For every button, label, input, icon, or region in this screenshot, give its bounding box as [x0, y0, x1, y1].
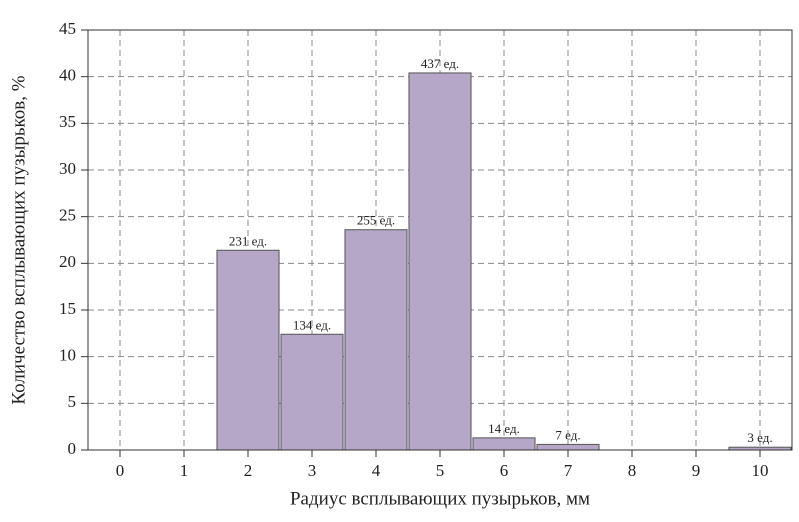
bar-label: 134 ед. [293, 317, 331, 332]
y-tick-label: 25 [59, 206, 76, 225]
y-tick-label: 35 [59, 112, 76, 131]
y-axis-title: Количество всплывающих пузырьков, % [8, 75, 29, 404]
bar-label: 255 ед. [357, 213, 395, 228]
x-tick-label: 4 [372, 461, 381, 480]
x-axis-title: Радиус всплывающих пузырьков, мм [290, 488, 590, 509]
bar [472, 437, 536, 451]
x-tick-label: 0 [116, 461, 125, 480]
y-tick-label: 0 [68, 439, 77, 458]
x-tick-label: 3 [308, 461, 317, 480]
y-tick-label: 40 [59, 66, 76, 85]
bar [216, 249, 280, 451]
x-tick-label: 1 [180, 461, 189, 480]
y-tick-label: 5 [68, 392, 77, 411]
bar [536, 443, 600, 451]
bar [344, 229, 408, 451]
x-tick-label: 9 [692, 461, 701, 480]
bar-label: 7 ед. [555, 427, 580, 442]
bar-label: 14 ед. [488, 421, 520, 436]
x-tick-label: 6 [500, 461, 509, 480]
y-tick-label: 20 [59, 252, 76, 271]
y-tick-label: 30 [59, 159, 76, 178]
bar-label: 3 ед. [747, 430, 772, 445]
x-tick-label: 5 [436, 461, 445, 480]
x-tick-label: 8 [628, 461, 637, 480]
bar-label: 437 ед. [421, 56, 459, 71]
bar [408, 72, 472, 451]
y-tick-label: 15 [59, 299, 76, 318]
x-tick-label: 2 [244, 461, 253, 480]
plot-frame [87, 29, 793, 451]
x-tick-label: 7 [564, 461, 573, 480]
y-tick-label: 45 [59, 19, 76, 38]
bar-label: 231 ед. [229, 233, 267, 248]
bar [280, 333, 344, 451]
x-tick-label: 10 [752, 461, 769, 480]
y-tick-label: 10 [59, 346, 76, 365]
